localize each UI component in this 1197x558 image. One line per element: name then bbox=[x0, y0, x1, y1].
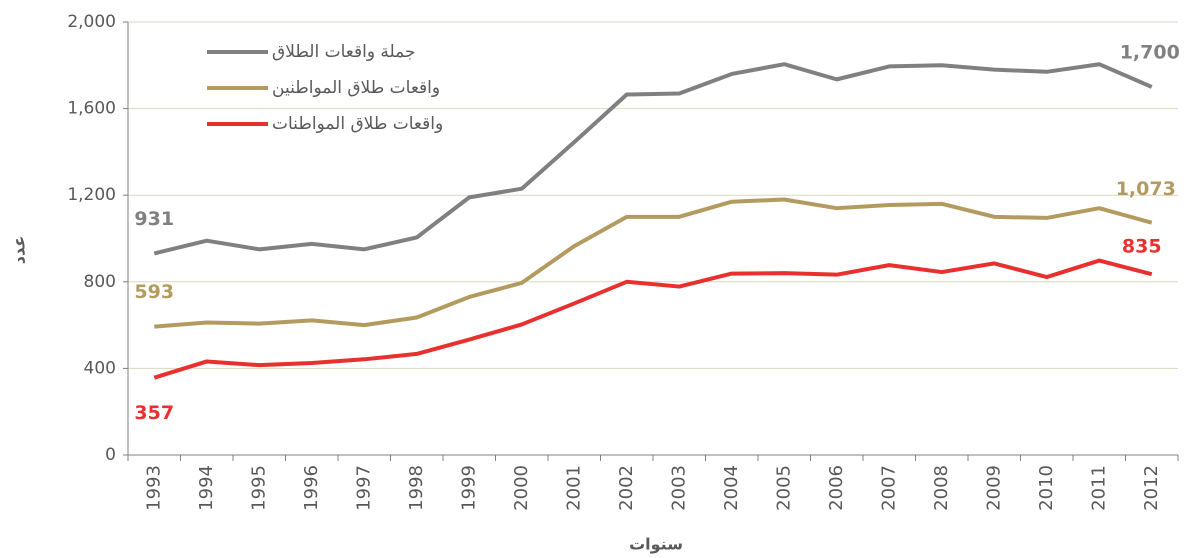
y-tick-label: 1,200 bbox=[67, 185, 116, 205]
legend-label: واقعات طلاق المواطنين bbox=[272, 78, 440, 98]
series-line bbox=[154, 197, 1153, 329]
legend-label: جملة واقعات الطلاق bbox=[272, 42, 416, 62]
y-axis-label: عدد bbox=[10, 236, 29, 264]
x-tick-label: 2004 bbox=[721, 465, 742, 511]
x-tick-label: 1999 bbox=[458, 465, 479, 511]
x-tick-label: 2001 bbox=[563, 465, 584, 511]
x-tick-label: 2012 bbox=[1141, 465, 1162, 511]
y-tick-label: 400 bbox=[84, 358, 116, 378]
data-label: 1,073 bbox=[1116, 178, 1176, 200]
x-tick-label: 1994 bbox=[196, 465, 217, 511]
legend-label: واقعات طلاق المواطنات bbox=[272, 114, 443, 134]
x-tick-label: 1998 bbox=[406, 465, 427, 511]
x-tick-label: 2009 bbox=[983, 465, 1004, 511]
x-tick-label: 2000 bbox=[511, 465, 532, 511]
y-tick-label: 1,600 bbox=[67, 99, 116, 119]
data-label: 835 bbox=[1122, 236, 1162, 258]
x-tick-label: 2005 bbox=[773, 465, 794, 511]
series-line bbox=[153, 62, 1153, 256]
data-label: 1,700 bbox=[1120, 41, 1180, 63]
x-tick-label: 2002 bbox=[616, 465, 637, 511]
y-tick-label: 0 bbox=[105, 445, 116, 465]
x-tick-label: 1995 bbox=[248, 465, 269, 511]
x-tick-label: 2011 bbox=[1088, 465, 1109, 511]
x-tick-label: 2003 bbox=[668, 465, 689, 511]
x-tick-label: 1997 bbox=[353, 465, 374, 511]
y-tick-label: 800 bbox=[84, 272, 116, 292]
x-tick-label: 1993 bbox=[143, 465, 164, 511]
x-tick-label: 2010 bbox=[1036, 465, 1057, 511]
data-label: 931 bbox=[134, 208, 174, 230]
y-tick-label: 2,000 bbox=[67, 12, 116, 32]
x-tick-label: 2007 bbox=[878, 465, 899, 511]
x-axis-label: سنوات bbox=[629, 535, 683, 554]
x-tick-label: 2006 bbox=[826, 465, 847, 511]
x-tick-label: 2008 bbox=[931, 465, 952, 511]
data-label: 593 bbox=[134, 281, 174, 303]
x-tick-label: 1996 bbox=[301, 465, 322, 511]
data-label: 357 bbox=[134, 402, 174, 424]
series-line bbox=[153, 258, 1153, 380]
